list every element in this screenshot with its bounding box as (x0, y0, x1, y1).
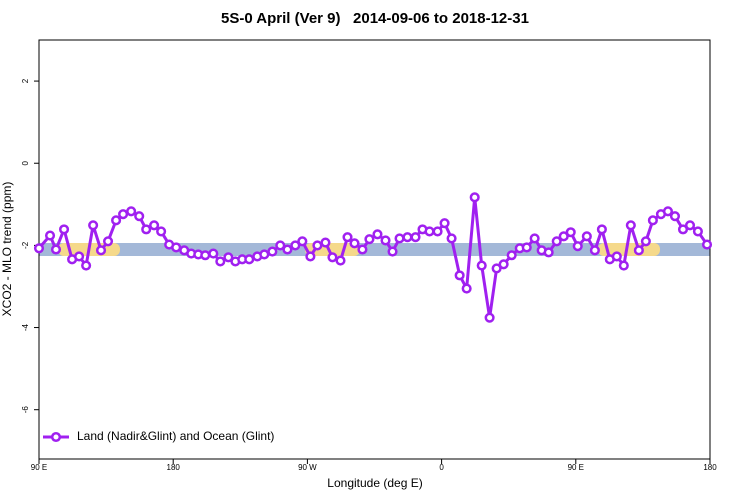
data-point (349, 238, 360, 249)
data-point (335, 255, 346, 266)
legend-label: Land (Nadir&Glint) and Ocean (Glint) (77, 429, 274, 443)
data-point (424, 226, 435, 237)
data-point (662, 206, 674, 217)
y-axis-label: XCO2 - MLO trend (ppm) (0, 182, 14, 317)
data-point (529, 233, 540, 244)
data-point (372, 229, 383, 240)
data-point (126, 206, 137, 217)
data-point (44, 230, 56, 241)
data-point (432, 226, 443, 237)
data-point (543, 247, 554, 258)
data-point (282, 244, 293, 255)
chart-title: 5S-0 April (Ver 9) 2014-09-06 to 2018-12… (221, 10, 529, 27)
x-tick-label: 180 (167, 463, 181, 472)
data-point (81, 260, 92, 271)
data-point (33, 243, 45, 254)
y-tick-label: -6 (21, 406, 30, 414)
y-tick-label: -4 (21, 323, 30, 331)
data-point (402, 232, 413, 243)
x-tick-label: 180 (703, 463, 717, 472)
data-point (74, 251, 85, 262)
data-point (625, 220, 636, 231)
data-point (357, 244, 368, 255)
data-point (669, 211, 681, 222)
legend-marker (50, 431, 62, 443)
data-point (498, 259, 509, 270)
data-point (611, 251, 622, 262)
data-point (640, 236, 651, 247)
data-point (439, 218, 450, 229)
data-point (647, 215, 658, 226)
data-point (95, 245, 107, 256)
data-point (387, 246, 398, 257)
data-point (572, 241, 583, 252)
data-point (141, 224, 152, 235)
data-point (701, 239, 713, 250)
data-point (380, 235, 391, 246)
data-point (200, 250, 211, 261)
data-point (312, 240, 323, 251)
x-tick-label: 90 W (298, 463, 317, 472)
data-point (618, 260, 629, 271)
data-point (327, 252, 338, 263)
data-point (633, 245, 644, 256)
data-point (59, 224, 70, 235)
data-point (156, 226, 167, 237)
data-point (364, 234, 375, 245)
data-point (305, 251, 316, 262)
data-point (589, 245, 600, 256)
data-point (275, 240, 286, 251)
data-point (461, 283, 472, 294)
data-point (692, 226, 703, 237)
data-point (684, 220, 696, 231)
data-point (506, 250, 517, 261)
data-point (446, 233, 457, 244)
data-point (394, 233, 405, 244)
data-point (581, 231, 592, 242)
y-tick-label: 0 (21, 160, 30, 165)
data-point (320, 237, 331, 248)
data-point (290, 240, 301, 251)
data-point (410, 232, 421, 243)
data-point (342, 232, 353, 243)
data-point (134, 211, 145, 222)
data-point (149, 220, 160, 231)
data-point (118, 209, 129, 220)
data-point (491, 263, 502, 274)
data-point (215, 256, 226, 267)
data-point (50, 244, 62, 255)
data-point (558, 231, 569, 242)
x-axis-label: Longitude (deg E) (327, 476, 422, 490)
x-tick-label: 90 E (568, 463, 584, 472)
data-point (454, 270, 465, 281)
data-point (596, 224, 607, 235)
data-point (484, 312, 495, 323)
data-point (565, 227, 576, 238)
data-point (171, 242, 182, 253)
y-tick-label: 2 (21, 78, 30, 83)
data-point (111, 215, 122, 226)
data-point (267, 246, 278, 257)
data-point (223, 252, 234, 263)
x-tick-label: 0 (439, 463, 444, 472)
x-tick-label: 90 E (31, 463, 47, 472)
data-point (677, 224, 689, 235)
data-point (521, 242, 532, 253)
data-point (244, 254, 255, 265)
data-point (476, 260, 487, 271)
data-point (469, 192, 480, 203)
data-point (102, 236, 114, 247)
data-point (551, 236, 562, 247)
data-point (259, 249, 270, 260)
y-tick-label: -2 (21, 241, 30, 249)
data-point (88, 220, 99, 231)
data-point (297, 236, 308, 247)
data-point (208, 248, 219, 259)
